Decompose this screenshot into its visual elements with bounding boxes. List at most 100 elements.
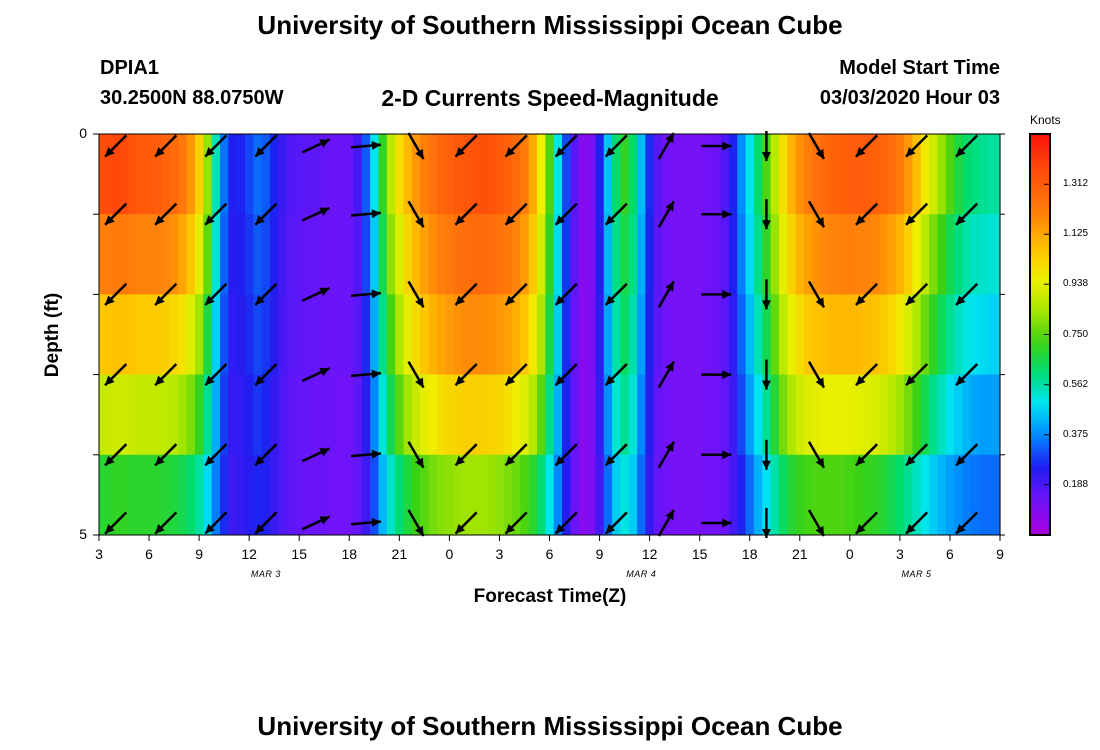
current-arrow-head — [505, 524, 516, 534]
heatmap-cell — [478, 374, 488, 456]
heatmap-cell — [311, 454, 321, 536]
heatmap-cell — [553, 134, 563, 215]
heatmap-cell — [403, 214, 413, 295]
heatmap-cell — [703, 294, 713, 375]
heatmap-cell — [787, 374, 797, 456]
heatmap-cell — [837, 294, 847, 375]
heatmap-cell — [153, 294, 163, 375]
heatmap-cell — [837, 454, 847, 536]
heatmap-cell — [520, 374, 530, 456]
heatmap-cell — [353, 134, 363, 215]
heatmap-cell — [870, 454, 880, 536]
heatmap-cell — [295, 374, 304, 456]
heatmap-cell — [662, 294, 672, 375]
x-axis-ticks — [98, 535, 1001, 541]
heatmap-cell — [320, 294, 330, 375]
heatmap-cell — [178, 294, 188, 375]
colorbar-label: 0.750 — [1063, 328, 1089, 340]
heatmap-cell — [528, 294, 538, 375]
heatmap-cell — [528, 374, 538, 456]
current-arrow-head — [665, 441, 674, 452]
heatmap-cell — [745, 134, 755, 215]
heatmap-cell — [295, 294, 304, 375]
heatmap-cell — [778, 134, 788, 215]
heatmap-cell — [270, 214, 279, 295]
heatmap-cell — [795, 374, 805, 456]
station-id: DPIA1 — [100, 57, 159, 79]
heatmap-cell — [895, 214, 905, 295]
heatmap-cell — [386, 214, 396, 295]
heatmap-cell — [403, 134, 413, 215]
heatmap-cell — [653, 134, 663, 215]
heatmap-cell — [620, 454, 630, 536]
heatmap-cell — [979, 214, 989, 295]
heatmap-cell — [486, 294, 496, 375]
heatmap-cell — [645, 134, 655, 215]
current-arrow-head — [205, 215, 215, 225]
heatmap-cell — [812, 454, 822, 536]
colorbar-label: 0.562 — [1063, 378, 1089, 390]
heatmap-cell — [194, 374, 204, 456]
heatmap-cell — [712, 214, 722, 295]
current-arrow-head — [555, 215, 566, 225]
current-arrow-head — [415, 377, 424, 388]
heatmap-cell — [336, 374, 346, 456]
heatmap-cell — [904, 294, 914, 375]
heatmap-cell — [795, 134, 805, 215]
heatmap-cell — [378, 374, 388, 456]
heatmap-cell — [244, 454, 254, 536]
x-tick-label: 12 — [641, 546, 658, 562]
heatmap-cell — [111, 374, 121, 456]
heatmap-cell — [753, 134, 763, 215]
current-arrow-head — [455, 215, 466, 225]
heatmap-cell — [962, 454, 972, 536]
heatmap-cell — [503, 294, 513, 375]
heatmap-cell — [478, 134, 488, 215]
heatmap-cell — [445, 374, 455, 456]
current-arrow-head — [371, 517, 381, 527]
heatmap-cell — [336, 134, 346, 215]
heatmap-cell — [854, 214, 863, 295]
current-arrow-head — [722, 209, 732, 219]
heatmap-cell — [461, 454, 471, 536]
heatmap-cell — [99, 294, 104, 375]
heatmap-cell — [353, 454, 363, 536]
current-arrow-head — [255, 375, 265, 386]
heatmap-cell — [470, 294, 480, 375]
current-arrow-head — [319, 207, 330, 216]
heatmap-cell — [370, 294, 380, 375]
heatmap-cell — [612, 454, 622, 536]
heatmap-cell — [345, 374, 355, 456]
heatmap-cell — [612, 134, 622, 215]
current-arrow-head — [905, 455, 916, 466]
heatmap-cell — [920, 134, 930, 215]
heatmap-cell — [219, 454, 229, 536]
y-tick-label: 0 — [79, 125, 87, 141]
heatmap-cell — [703, 454, 713, 536]
x-tick-label: 6 — [145, 546, 153, 562]
current-arrow-head — [415, 525, 424, 536]
heatmap-cell — [745, 214, 755, 295]
heatmap-cell — [169, 454, 179, 536]
heatmap-cell — [745, 294, 755, 375]
heatmap-cell — [536, 374, 546, 456]
colorbar-units: Knots — [1030, 113, 1061, 127]
current-arrow-head — [722, 289, 732, 299]
heatmap-cell — [645, 374, 655, 456]
heatmap-cell — [99, 454, 104, 536]
heatmap-cell — [653, 214, 663, 295]
current-arrow-head — [255, 215, 265, 225]
heatmap-cell — [712, 374, 722, 456]
current-arrow-head — [722, 518, 732, 528]
heatmap-cell — [144, 374, 154, 456]
heatmap-cell — [203, 374, 213, 456]
heatmap-cell — [895, 134, 905, 215]
heatmap-cell — [970, 134, 980, 215]
chart-title: University of Southern Mississippi Ocean… — [257, 10, 843, 40]
heatmap-cell — [453, 454, 463, 536]
current-arrow-head — [761, 460, 771, 470]
heatmap-cell — [703, 214, 713, 295]
heatmap-cell — [945, 134, 955, 215]
heatmap-cell — [995, 294, 1001, 375]
heatmap-cell — [161, 134, 171, 215]
